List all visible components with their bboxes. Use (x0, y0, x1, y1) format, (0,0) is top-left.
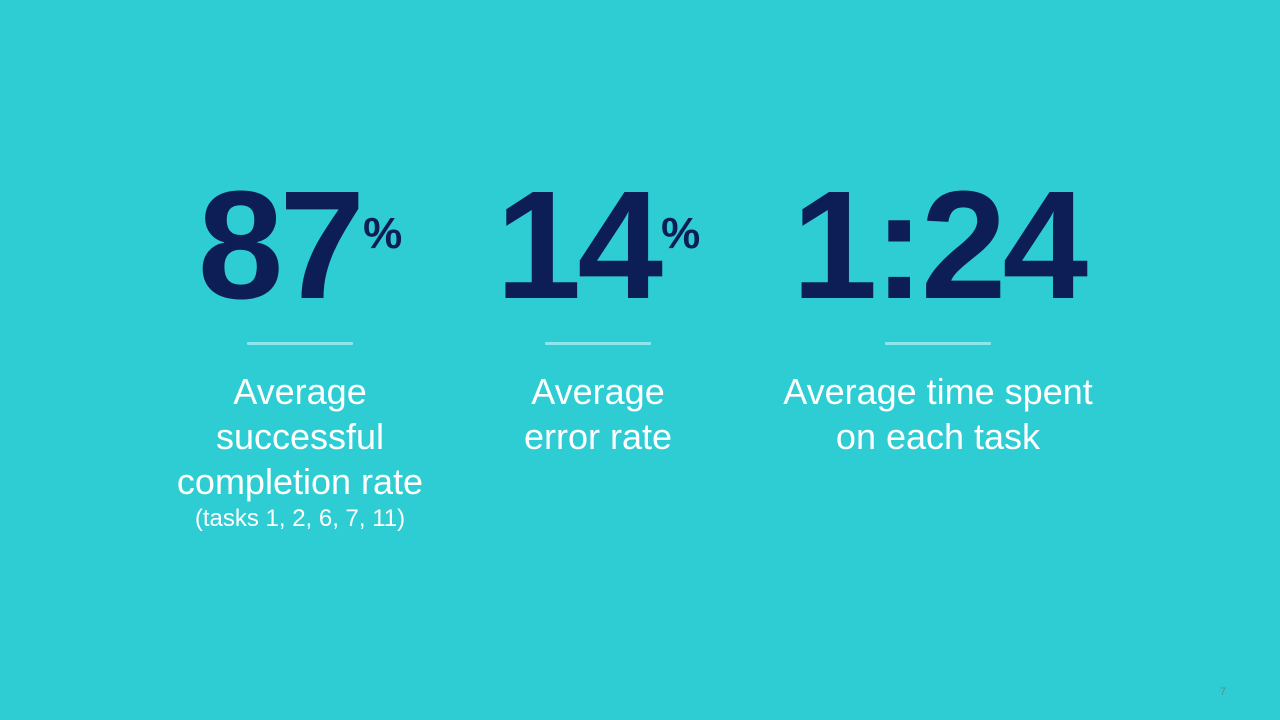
page-number: 7 (1219, 686, 1226, 698)
stat-unit: % (363, 209, 403, 258)
stat-note: (tasks 1, 2, 6, 7, 11) (194, 505, 406, 532)
stat-label-line: error rate (523, 416, 673, 457)
divider (247, 342, 353, 345)
stat-completion-rate: 87% Average successful completion rate (… (140, 159, 460, 534)
stat-label-line: Average time spent (783, 371, 1093, 412)
stat-label: Average time spent on each task (758, 369, 1118, 459)
stat-label-line: Average (233, 371, 367, 412)
stat-label-line: on each task (835, 416, 1041, 457)
divider (545, 342, 651, 345)
stat-unit: % (661, 209, 701, 258)
stat-value: 1:24 (791, 159, 1088, 331)
stat-figure: 14% (448, 159, 748, 331)
stat-label-line: successful (215, 416, 385, 457)
divider (885, 342, 991, 345)
stat-value: 14 (495, 159, 663, 331)
stat-error-rate: 14% Average error rate (448, 159, 748, 459)
stat-figure: 87% (140, 159, 460, 331)
stat-time-per-task: 1:24 Average time spent on each task (758, 159, 1118, 459)
stat-figure: 1:24 (758, 159, 1118, 331)
stat-value: 87 (197, 159, 365, 331)
stat-label-line: completion rate (176, 461, 424, 502)
stat-label: Average error rate (448, 369, 748, 459)
stat-label-line: Average (531, 371, 665, 412)
stat-label: Average successful completion rate (140, 369, 460, 504)
